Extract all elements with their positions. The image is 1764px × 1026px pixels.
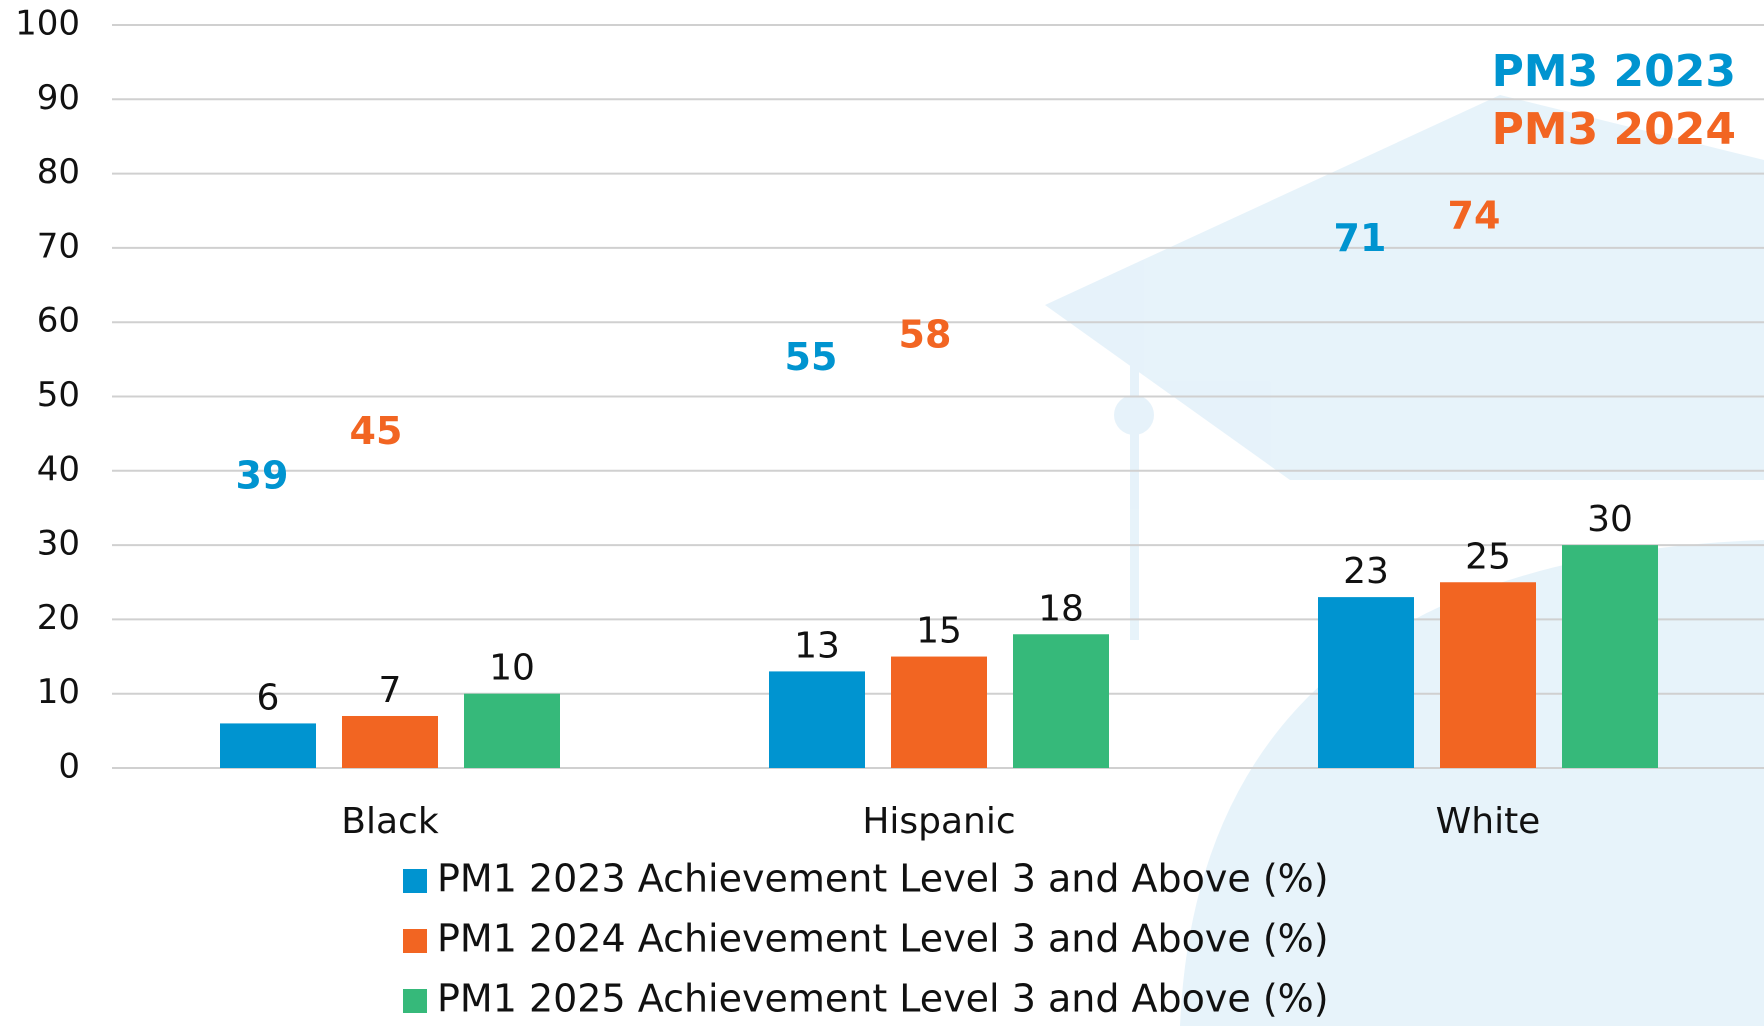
legend-swatch (403, 989, 427, 1013)
y-tick-label: 60 (37, 301, 80, 341)
y-tick-label: 90 (37, 78, 80, 118)
data-label: 15 (916, 611, 962, 652)
pm3-label: 39 (236, 454, 289, 498)
pm3-label: 55 (785, 335, 838, 379)
bar (342, 715, 438, 768)
x-tick-label: White (1436, 801, 1541, 842)
y-tick-label: 30 (37, 524, 80, 564)
pm3-label: 71 (1334, 216, 1387, 260)
y-tick-label: 40 (37, 449, 80, 489)
legend-label: PM1 2025 Achievement Level 3 and Above (… (437, 977, 1329, 1021)
bar (1562, 545, 1658, 768)
data-label: 6 (257, 677, 280, 718)
pm3-label: 74 (1448, 194, 1501, 238)
pm3-label: 45 (350, 409, 403, 453)
bar (220, 723, 316, 768)
legend-swatch (403, 929, 427, 953)
bar (464, 693, 560, 768)
pm3-legend: PM3 2024 (1492, 104, 1736, 155)
data-label: 13 (794, 625, 840, 666)
bar (891, 656, 987, 768)
pm3-legend: PM3 2023 (1492, 46, 1736, 97)
data-label: 7 (379, 670, 402, 711)
y-tick-label: 50 (37, 375, 80, 415)
legend-label: PM1 2023 Achievement Level 3 and Above (… (437, 857, 1329, 901)
bar (1318, 597, 1414, 768)
data-label: 18 (1038, 588, 1084, 629)
y-tick-label: 10 (37, 672, 80, 712)
data-label: 30 (1587, 499, 1633, 540)
pm3-label: 58 (899, 313, 952, 357)
y-tick-label: 0 (58, 747, 80, 787)
legend-label: PM1 2024 Achievement Level 3 and Above (… (437, 917, 1329, 961)
bar (769, 671, 865, 768)
data-label: 10 (489, 648, 535, 689)
y-tick-label: 80 (37, 152, 80, 192)
y-tick-label: 100 (15, 4, 80, 44)
bar (1013, 634, 1109, 768)
bar (1440, 582, 1536, 768)
data-label: 23 (1343, 551, 1389, 592)
x-tick-label: Hispanic (862, 801, 1015, 842)
legend-swatch (403, 869, 427, 893)
data-label: 25 (1465, 536, 1511, 577)
x-tick-label: Black (341, 801, 439, 842)
y-tick-label: 20 (37, 598, 80, 638)
y-tick-label: 70 (37, 226, 80, 266)
